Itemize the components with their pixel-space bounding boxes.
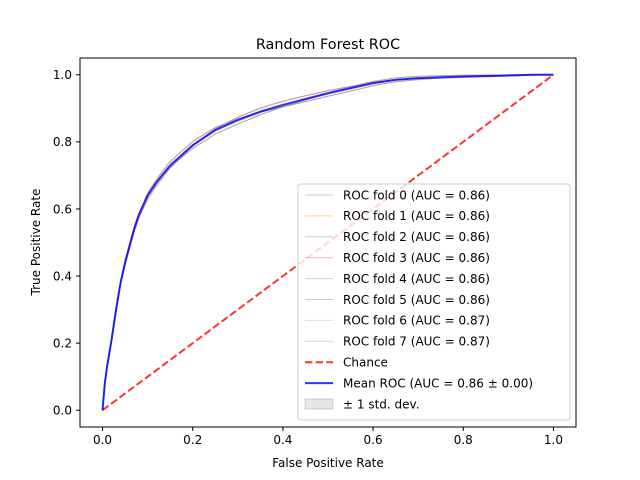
legend-label-fold-2: ROC fold 2 (AUC = 0.86) [343,230,490,244]
legend-swatch-band [304,398,334,410]
y-tick-label: 1.0 [53,68,72,82]
x-tick-label: 0.8 [454,433,473,447]
legend-label-fold-4: ROC fold 4 (AUC = 0.86) [343,272,490,286]
legend-label-chance: Chance [343,356,388,370]
legend: ROC fold 0 (AUC = 0.86) ROC fold 1 (AUC =… [297,183,571,421]
x-tick-label: 1.0 [544,433,563,447]
x-tick-label: 0.2 [183,433,202,447]
legend-label-band: ± 1 std. dev. [343,397,420,411]
legend-label-fold-5: ROC fold 5 (AUC = 0.86) [343,293,490,307]
x-tick-label: 0.6 [364,433,383,447]
y-axis-label: True Positive Rate [29,189,43,297]
y-tick-label: 0.2 [53,336,72,350]
legend-label-fold-1: ROC fold 1 (AUC = 0.86) [343,209,490,223]
mean-roc-line [101,73,554,411]
x-tick-label: 0.4 [273,433,292,447]
legend-label-fold-3: ROC fold 3 (AUC = 0.86) [343,251,490,265]
chart-title: Random Forest ROC [256,37,400,53]
x-axis-label: False Positive Rate [272,456,384,470]
axes: 0.0 0.2 0.4 0.6 0.8 1.0 0.0 0.2 0.4 0.6 0.8 1.0 [53,57,577,447]
legend-label-mean: Mean ROC (AUC = 0.86 ± 0.00) [343,376,533,390]
legend-label-fold-7: ROC fold 7 (AUC = 0.87) [343,335,490,349]
legend-label-fold-6: ROC fold 6 (AUC = 0.87) [343,314,490,328]
y-tick-label: 0.4 [53,269,72,283]
x-tick-label: 0.0 [93,433,112,447]
y-tick-label: 0.8 [53,135,72,149]
y-tick-label: 0.0 [53,404,72,418]
axes-frame [79,57,577,428]
y-tick-label: 0.6 [53,202,72,216]
legend-label-fold-0: ROC fold 0 (AUC = 0.86) [343,188,490,202]
legend-box [297,183,571,421]
